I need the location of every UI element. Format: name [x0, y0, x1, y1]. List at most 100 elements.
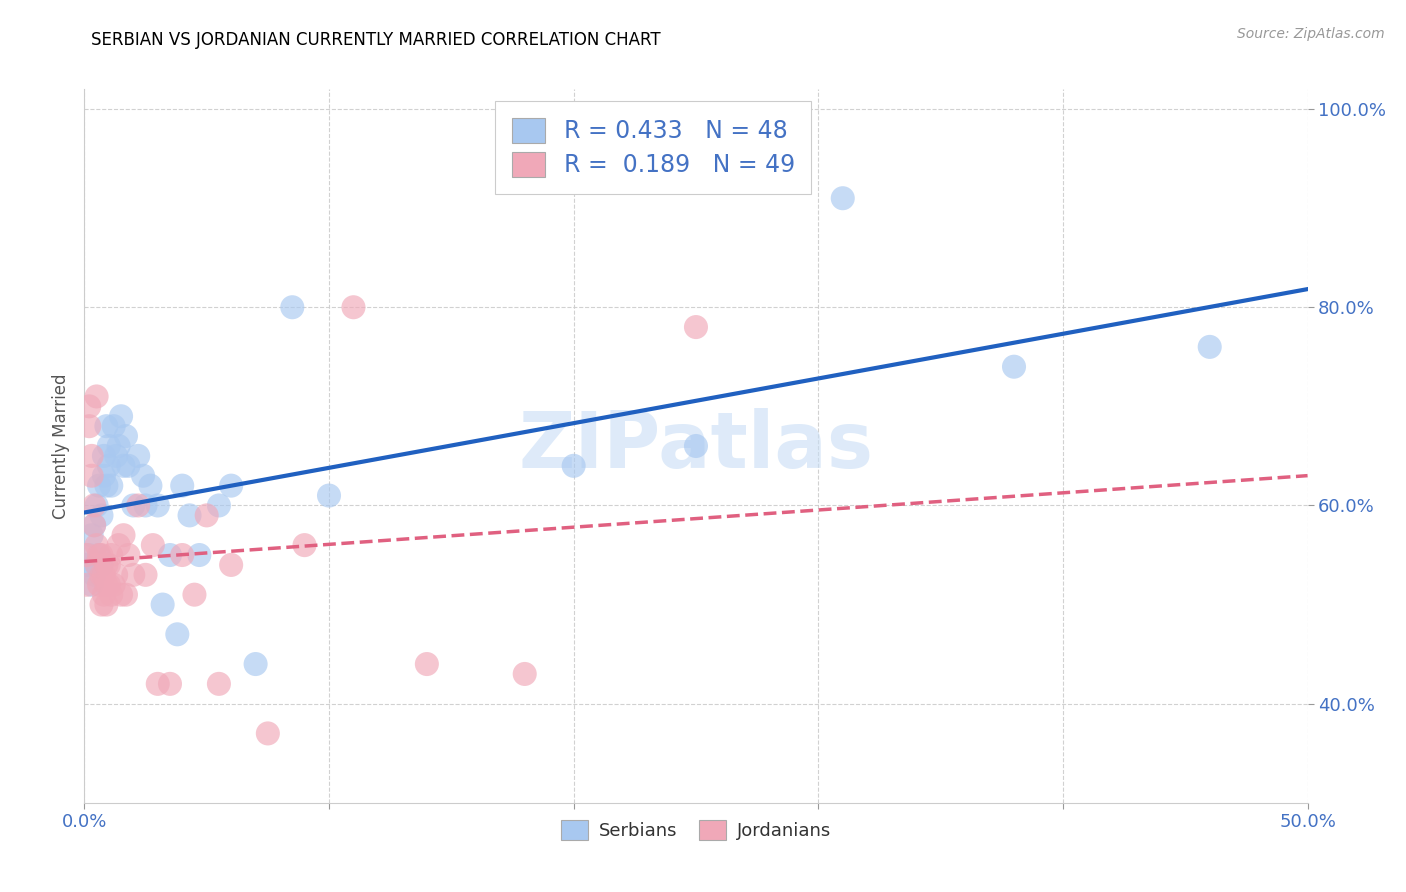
Text: SERBIAN VS JORDANIAN CURRENTLY MARRIED CORRELATION CHART: SERBIAN VS JORDANIAN CURRENTLY MARRIED C…: [91, 31, 661, 49]
Point: [90, 558, 112, 572]
Point: [93, 449, 115, 463]
Point: [127, 449, 149, 463]
Point: [122, 567, 145, 582]
Point: [83, 567, 105, 582]
Point: [166, 627, 188, 641]
Point: [83, 518, 105, 533]
Point: [83, 499, 105, 513]
Point: [146, 499, 169, 513]
Point: [97, 558, 120, 572]
Point: [685, 320, 707, 334]
Point: [294, 538, 316, 552]
Point: [132, 468, 155, 483]
Point: [100, 588, 122, 602]
Point: [127, 499, 149, 513]
Point: [110, 588, 132, 602]
Point: [86, 538, 108, 552]
Point: [93, 588, 115, 602]
Point: [117, 458, 139, 473]
Point: [96, 598, 118, 612]
Point: [86, 558, 108, 572]
Legend: Serbians, Jordanians: Serbians, Jordanians: [554, 813, 838, 847]
Point: [219, 558, 242, 572]
Point: [139, 478, 162, 492]
Point: [172, 548, 194, 562]
Point: [80, 449, 103, 463]
Point: [219, 478, 242, 492]
Point: [83, 518, 105, 533]
Point: [76, 578, 98, 592]
Point: [1198, 340, 1220, 354]
Point: [257, 726, 280, 740]
Point: [90, 598, 112, 612]
Point: [103, 419, 125, 434]
Point: [97, 578, 120, 592]
Point: [93, 468, 115, 483]
Point: [87, 548, 110, 562]
Point: [122, 499, 145, 513]
Point: [80, 528, 103, 542]
Point: [183, 588, 205, 602]
Point: [86, 389, 108, 403]
Point: [110, 409, 132, 424]
Point: [90, 508, 112, 523]
Point: [100, 478, 122, 492]
Point: [103, 578, 125, 592]
Point: [188, 548, 211, 562]
Point: [112, 458, 135, 473]
Point: [179, 508, 201, 523]
Point: [90, 567, 112, 582]
Point: [76, 558, 98, 572]
Point: [342, 300, 364, 314]
Point: [208, 499, 231, 513]
Point: [77, 400, 100, 414]
Point: [831, 191, 853, 205]
Point: [86, 558, 108, 572]
Point: [105, 567, 128, 582]
Text: ZIPatlas: ZIPatlas: [519, 408, 873, 484]
Point: [115, 429, 138, 443]
Point: [96, 419, 118, 434]
Point: [100, 548, 122, 562]
Point: [90, 548, 112, 562]
Point: [513, 667, 536, 681]
Point: [97, 439, 120, 453]
Point: [685, 439, 707, 453]
Point: [107, 439, 129, 453]
Y-axis label: Currently Married: Currently Married: [52, 373, 70, 519]
Point: [1002, 359, 1025, 374]
Point: [172, 478, 194, 492]
Point: [80, 578, 103, 592]
Point: [93, 567, 115, 582]
Point: [87, 548, 110, 562]
Point: [318, 489, 340, 503]
Point: [107, 538, 129, 552]
Point: [87, 578, 110, 592]
Point: [281, 300, 304, 314]
Point: [77, 548, 100, 562]
Point: [135, 567, 157, 582]
Point: [105, 449, 128, 463]
Point: [562, 458, 585, 473]
Point: [96, 578, 118, 592]
Point: [146, 677, 169, 691]
Point: [97, 458, 120, 473]
Point: [159, 548, 181, 562]
Point: [135, 499, 157, 513]
Point: [96, 478, 118, 492]
Point: [117, 548, 139, 562]
Point: [142, 538, 165, 552]
Point: [76, 548, 98, 562]
Point: [195, 508, 218, 523]
Point: [77, 419, 100, 434]
Point: [87, 478, 110, 492]
Point: [152, 598, 174, 612]
Point: [80, 468, 103, 483]
Point: [208, 677, 231, 691]
Point: [96, 558, 118, 572]
Point: [115, 588, 138, 602]
Point: [86, 499, 108, 513]
Point: [112, 528, 135, 542]
Point: [245, 657, 267, 671]
Point: [416, 657, 439, 671]
